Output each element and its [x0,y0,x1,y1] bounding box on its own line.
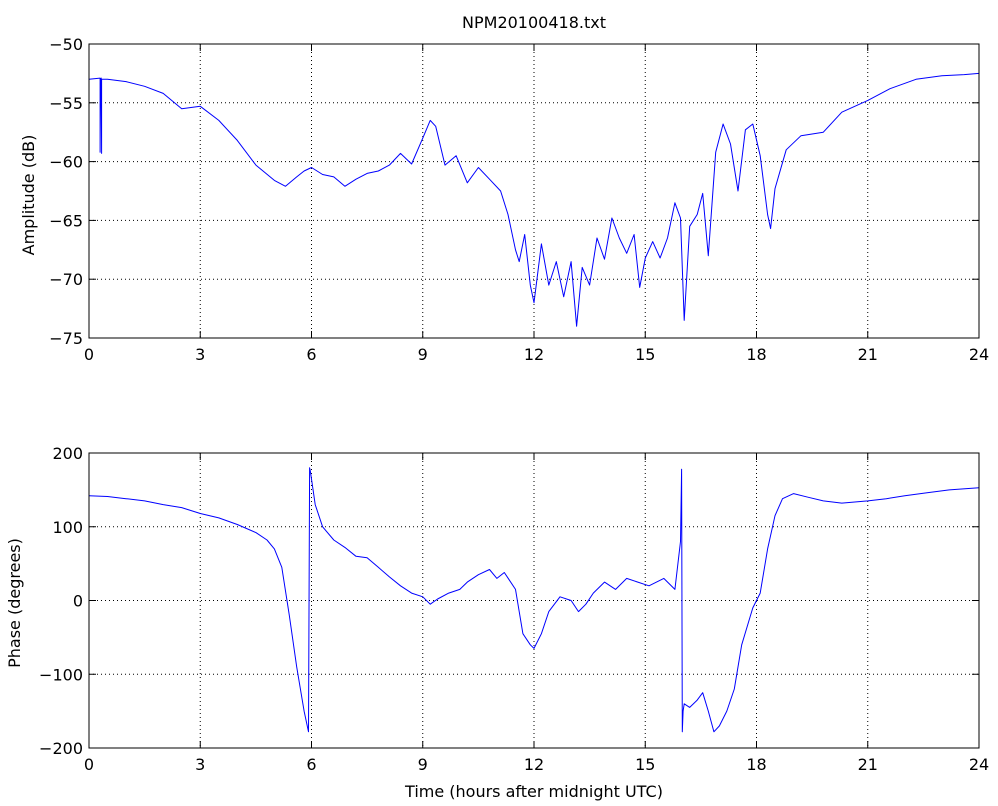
amplitude-x-tick-label: 15 [635,345,655,364]
amplitude-y-axis-label: Amplitude (dB) [19,135,38,256]
amplitude-axes-frame [88,43,980,339]
amplitude-x-tick-label: 12 [524,345,544,364]
phase-y-tick-label: 200 [52,444,83,463]
phase-x-tick-label: 24 [969,755,989,774]
amplitude-y-tick-label: −70 [49,270,83,289]
phase-x-tick-label: 9 [418,755,428,774]
phase-y-tick-label: −100 [39,665,83,684]
phase-y-axis-label: Phase (degrees) [5,538,24,668]
amplitude-panel: NPM20100418.txt Amplitude (dB) 0 3 6 9 12 15 1… [19,13,989,364]
amplitude-y-tick-label: −65 [49,211,83,230]
amplitude-chart-title: NPM20100418.txt [462,13,606,32]
phase-x-tick-label: 15 [635,755,655,774]
phase-axes-frame [88,452,980,749]
phase-x-tick-label: 12 [524,755,544,774]
amplitude-y-tick-label: −75 [49,329,83,348]
phase-tick-labels: 0 3 6 9 12 15 18 21 24 −200 −100 0 100 200 [39,444,989,774]
amplitude-series-line [88,72,980,327]
amplitude-tick-labels: 0 3 6 9 12 15 18 21 24 −75 −70 −65 −60 −55 −50 [49,35,989,364]
phase-x-tick-label: 21 [858,755,878,774]
phase-x-tick-label: 18 [746,755,766,774]
amplitude-x-tick-label: 18 [746,345,766,364]
phase-grid [89,453,979,748]
amplitude-line-group [88,72,980,327]
phase-panel: Time (hours after midnight UTC) Phase (d… [5,444,989,801]
amplitude-y-tick-label: −60 [49,153,83,172]
phase-x-tick-label: 0 [84,755,94,774]
amplitude-x-tick-label: 21 [858,345,878,364]
amplitude-y-tick-label: −55 [49,94,83,113]
amplitude-x-tick-label: 9 [418,345,428,364]
amplitude-x-tick-label: 3 [195,345,205,364]
amplitude-y-tick-label: −50 [49,35,83,54]
phase-x-tick-label: 3 [195,755,205,774]
phase-y-tick-label: 0 [73,592,83,611]
amplitude-grid [89,44,979,338]
phase-x-tick-label: 6 [306,755,316,774]
phase-x-axis-label: Time (hours after midnight UTC) [404,782,663,801]
amplitude-x-tick-label: 24 [969,345,989,364]
phase-line-group [88,467,980,733]
amplitude-x-tick-label: 0 [84,345,94,364]
amplitude-x-tick-label: 6 [306,345,316,364]
phase-y-tick-label: −200 [39,739,83,758]
phase-series-line [88,467,980,733]
phase-y-tick-label: 100 [52,518,83,537]
